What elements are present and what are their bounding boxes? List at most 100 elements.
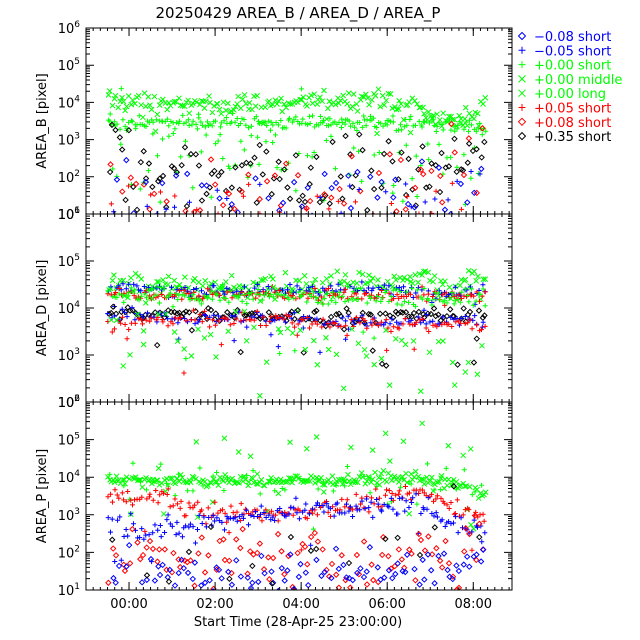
- data-point: [154, 153, 160, 159]
- data-point: [176, 309, 183, 317]
- data-point: [392, 277, 399, 283]
- data-point: [453, 168, 460, 176]
- data-point: [394, 560, 401, 567]
- data-point: [211, 167, 218, 175]
- data-point: [274, 315, 280, 321]
- data-point: [469, 326, 475, 332]
- data-point: [139, 317, 145, 323]
- data-point: [359, 178, 365, 184]
- series-plus: [108, 180, 464, 214]
- data-point: [176, 120, 182, 126]
- data-point: [416, 581, 423, 588]
- data-point: [473, 551, 480, 558]
- data-point: [352, 220, 357, 225]
- data-point: [167, 504, 173, 510]
- data-point: [249, 579, 256, 587]
- data-point: [134, 539, 141, 546]
- data-point: [388, 200, 394, 206]
- data-point: [142, 291, 148, 297]
- data-point: [183, 513, 189, 519]
- data-point: [287, 533, 295, 541]
- data-point: [338, 552, 345, 559]
- data-point: [157, 492, 163, 498]
- data-point: [376, 149, 382, 155]
- data-point: [227, 312, 235, 319]
- data-point: [473, 556, 480, 564]
- data-point: [293, 188, 299, 194]
- data-point: [248, 512, 254, 518]
- data-point: [245, 479, 252, 485]
- data-point: [457, 119, 463, 125]
- data-point: [452, 284, 458, 290]
- data-point: [354, 128, 360, 134]
- data-point: [446, 573, 453, 580]
- data-point: [314, 321, 320, 327]
- data-point: [353, 291, 359, 297]
- data-point: [301, 314, 307, 320]
- data-point: [333, 482, 339, 488]
- data-point: [135, 92, 142, 99]
- data-point: [471, 512, 479, 519]
- data-point: [300, 325, 306, 331]
- data-point: [423, 325, 429, 331]
- data-point: [479, 539, 485, 545]
- data-point: [409, 176, 415, 182]
- data-point: [327, 324, 333, 330]
- data-point: [465, 267, 472, 274]
- data-point: [138, 276, 145, 282]
- data-point: [477, 291, 483, 297]
- legend-label: −0.08 short: [534, 30, 611, 45]
- data-point: [481, 518, 487, 524]
- data-point: [423, 312, 429, 318]
- data-point: [458, 316, 464, 322]
- data-point: [261, 482, 268, 489]
- data-point: [345, 172, 352, 179]
- data-point: [177, 505, 183, 511]
- data-point: [471, 293, 477, 299]
- data-point: [178, 556, 185, 564]
- data-point: [298, 86, 304, 92]
- data-point: [386, 312, 394, 319]
- data-point: [160, 511, 167, 517]
- data-point: [171, 582, 179, 589]
- data-point: [352, 296, 358, 303]
- data-point: [113, 176, 121, 183]
- data-point: [402, 568, 409, 576]
- data-point: [442, 537, 449, 545]
- y-tick-label: 104: [58, 300, 81, 317]
- data-point: [161, 546, 169, 553]
- data-point: [325, 301, 331, 307]
- data-point: [230, 110, 236, 116]
- data-point: [458, 295, 464, 301]
- data-point: [327, 313, 335, 321]
- legend-label: +0.35 short: [534, 130, 611, 145]
- data-point: [376, 284, 382, 290]
- data-point: [118, 146, 126, 153]
- data-point: [179, 474, 186, 481]
- data-point: [345, 284, 351, 290]
- data-point: [154, 111, 161, 118]
- data-point: [279, 199, 287, 207]
- data-point: [207, 99, 213, 106]
- data-point: [203, 182, 210, 189]
- data-point: [165, 578, 173, 585]
- data-point: [283, 513, 289, 519]
- data-point: [335, 565, 343, 573]
- data-point: [287, 313, 293, 319]
- data-point: [140, 328, 147, 334]
- data-point: [466, 507, 472, 513]
- data-point: [398, 101, 404, 107]
- series-plus: [105, 305, 486, 355]
- data-point: [353, 314, 359, 320]
- data-point: [462, 104, 469, 111]
- data-point: [372, 92, 379, 99]
- data-point: [433, 188, 439, 194]
- data-point: [122, 309, 128, 315]
- data-point: [187, 521, 193, 527]
- data-point: [256, 292, 262, 298]
- data-point: [172, 204, 178, 210]
- data-point: [338, 210, 344, 214]
- data-point: [370, 316, 376, 322]
- data-point: [123, 103, 130, 110]
- data-point: [407, 321, 413, 327]
